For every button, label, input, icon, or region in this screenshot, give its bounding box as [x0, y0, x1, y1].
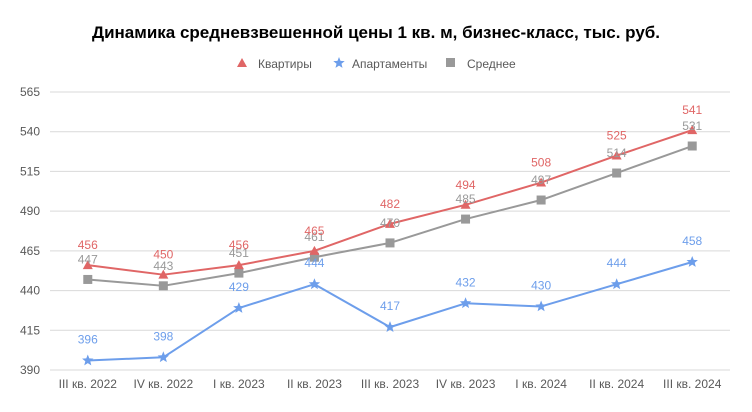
data-label-srednee: 451	[229, 246, 249, 260]
data-point-srednee	[158, 281, 168, 291]
legend-label-apartamenty: Апартаменты	[352, 57, 427, 71]
y-tick-label: 415	[20, 323, 40, 337]
data-point-srednee	[536, 195, 546, 205]
legend-item-apartamenty: Апартаменты	[333, 57, 427, 71]
data-label-kvartiry: 541	[682, 103, 702, 117]
chart-legend: Квартиры Апартаменты Среднее	[237, 57, 516, 71]
x-tick-label: I кв. 2023	[213, 377, 265, 391]
data-point-apartamenty	[384, 321, 396, 332]
data-point-srednee	[612, 168, 622, 178]
star-icon	[333, 57, 345, 68]
data-point-kvartiry	[460, 199, 471, 209]
data-label-apartamenty: 417	[380, 299, 400, 313]
data-point-srednee	[461, 214, 471, 224]
data-label-kvartiry: 465	[304, 224, 324, 238]
data-point-apartamenty	[157, 351, 170, 363]
data-label-apartamenty: 444	[304, 256, 324, 270]
legend-item-kvartiry: Квартиры	[237, 57, 312, 71]
data-point-srednee	[83, 274, 93, 284]
data-point-kvartiry	[536, 177, 547, 187]
y-tick-label: 515	[20, 164, 40, 178]
x-tick-label: II кв. 2024	[589, 377, 644, 391]
data-label-kvartiry: 450	[153, 248, 173, 262]
y-tick-label: 540	[20, 125, 40, 139]
data-label-kvartiry: 456	[78, 238, 98, 252]
x-tick-label: II кв. 2023	[287, 377, 342, 391]
legend-item-srednee: Среднее	[446, 57, 516, 71]
data-point-srednee	[234, 268, 244, 278]
x-tick-label: III кв. 2023	[361, 377, 420, 391]
square-icon	[446, 58, 455, 67]
data-label-srednee: 531	[682, 119, 702, 133]
y-tick-label: 465	[20, 244, 40, 258]
data-label-kvartiry: 456	[229, 238, 249, 252]
y-tick-label: 565	[20, 85, 40, 99]
data-point-kvartiry	[309, 245, 320, 255]
data-label-srednee: 497	[531, 173, 551, 187]
data-point-kvartiry	[158, 269, 169, 279]
x-tick-label: III кв. 2022	[59, 377, 118, 391]
y-tick-label: 440	[20, 284, 40, 298]
data-point-srednee	[385, 238, 395, 248]
data-point-apartamenty	[459, 297, 472, 309]
data-point-apartamenty	[686, 255, 698, 267]
data-label-apartamenty: 432	[456, 275, 476, 289]
data-point-kvartiry	[385, 218, 395, 228]
data-label-apartamenty: 444	[607, 256, 627, 270]
data-label-srednee: 461	[304, 230, 324, 244]
data-point-apartamenty	[610, 278, 623, 290]
data-point-apartamenty	[535, 300, 547, 312]
data-point-apartamenty	[308, 278, 321, 290]
x-tick-label: I кв. 2024	[515, 377, 567, 391]
data-label-srednee: 443	[153, 259, 173, 273]
data-label-kvartiry: 508	[531, 156, 551, 170]
data-label-apartamenty: 396	[78, 332, 98, 346]
data-point-kvartiry	[82, 260, 93, 270]
legend-label-srednee: Среднее	[467, 57, 516, 71]
data-label-srednee: 470	[380, 216, 400, 230]
data-point-srednee	[687, 141, 697, 151]
data-label-srednee: 514	[607, 146, 627, 160]
data-label-srednee: 485	[456, 192, 476, 206]
data-label-kvartiry: 482	[380, 197, 400, 211]
y-tick-label: 490	[20, 204, 40, 218]
data-label-srednee: 447	[78, 252, 98, 266]
data-point-apartamenty	[82, 354, 94, 366]
data-point-kvartiry	[233, 260, 244, 270]
triangle-icon	[237, 58, 247, 67]
data-point-kvartiry	[611, 150, 622, 160]
y-tick-label: 390	[20, 363, 40, 377]
x-tick-label: IV кв. 2023	[436, 377, 496, 391]
data-point-apartamenty	[233, 302, 245, 313]
data-point-srednee	[309, 252, 319, 262]
legend-label-kvartiry: Квартиры	[258, 57, 312, 71]
data-label-kvartiry: 525	[607, 129, 627, 143]
data-label-apartamenty: 398	[153, 329, 173, 343]
data-label-kvartiry: 494	[456, 178, 476, 192]
data-label-apartamenty: 430	[531, 278, 551, 292]
x-tick-label: IV кв. 2022	[133, 377, 193, 391]
data-label-apartamenty: 429	[229, 280, 249, 294]
data-point-kvartiry	[687, 125, 698, 135]
x-tick-label: III кв. 2024	[663, 377, 722, 391]
chart-title: Динамика средневзвешенной цены 1 кв. м, …	[92, 23, 660, 42]
data-label-apartamenty: 458	[682, 234, 702, 248]
